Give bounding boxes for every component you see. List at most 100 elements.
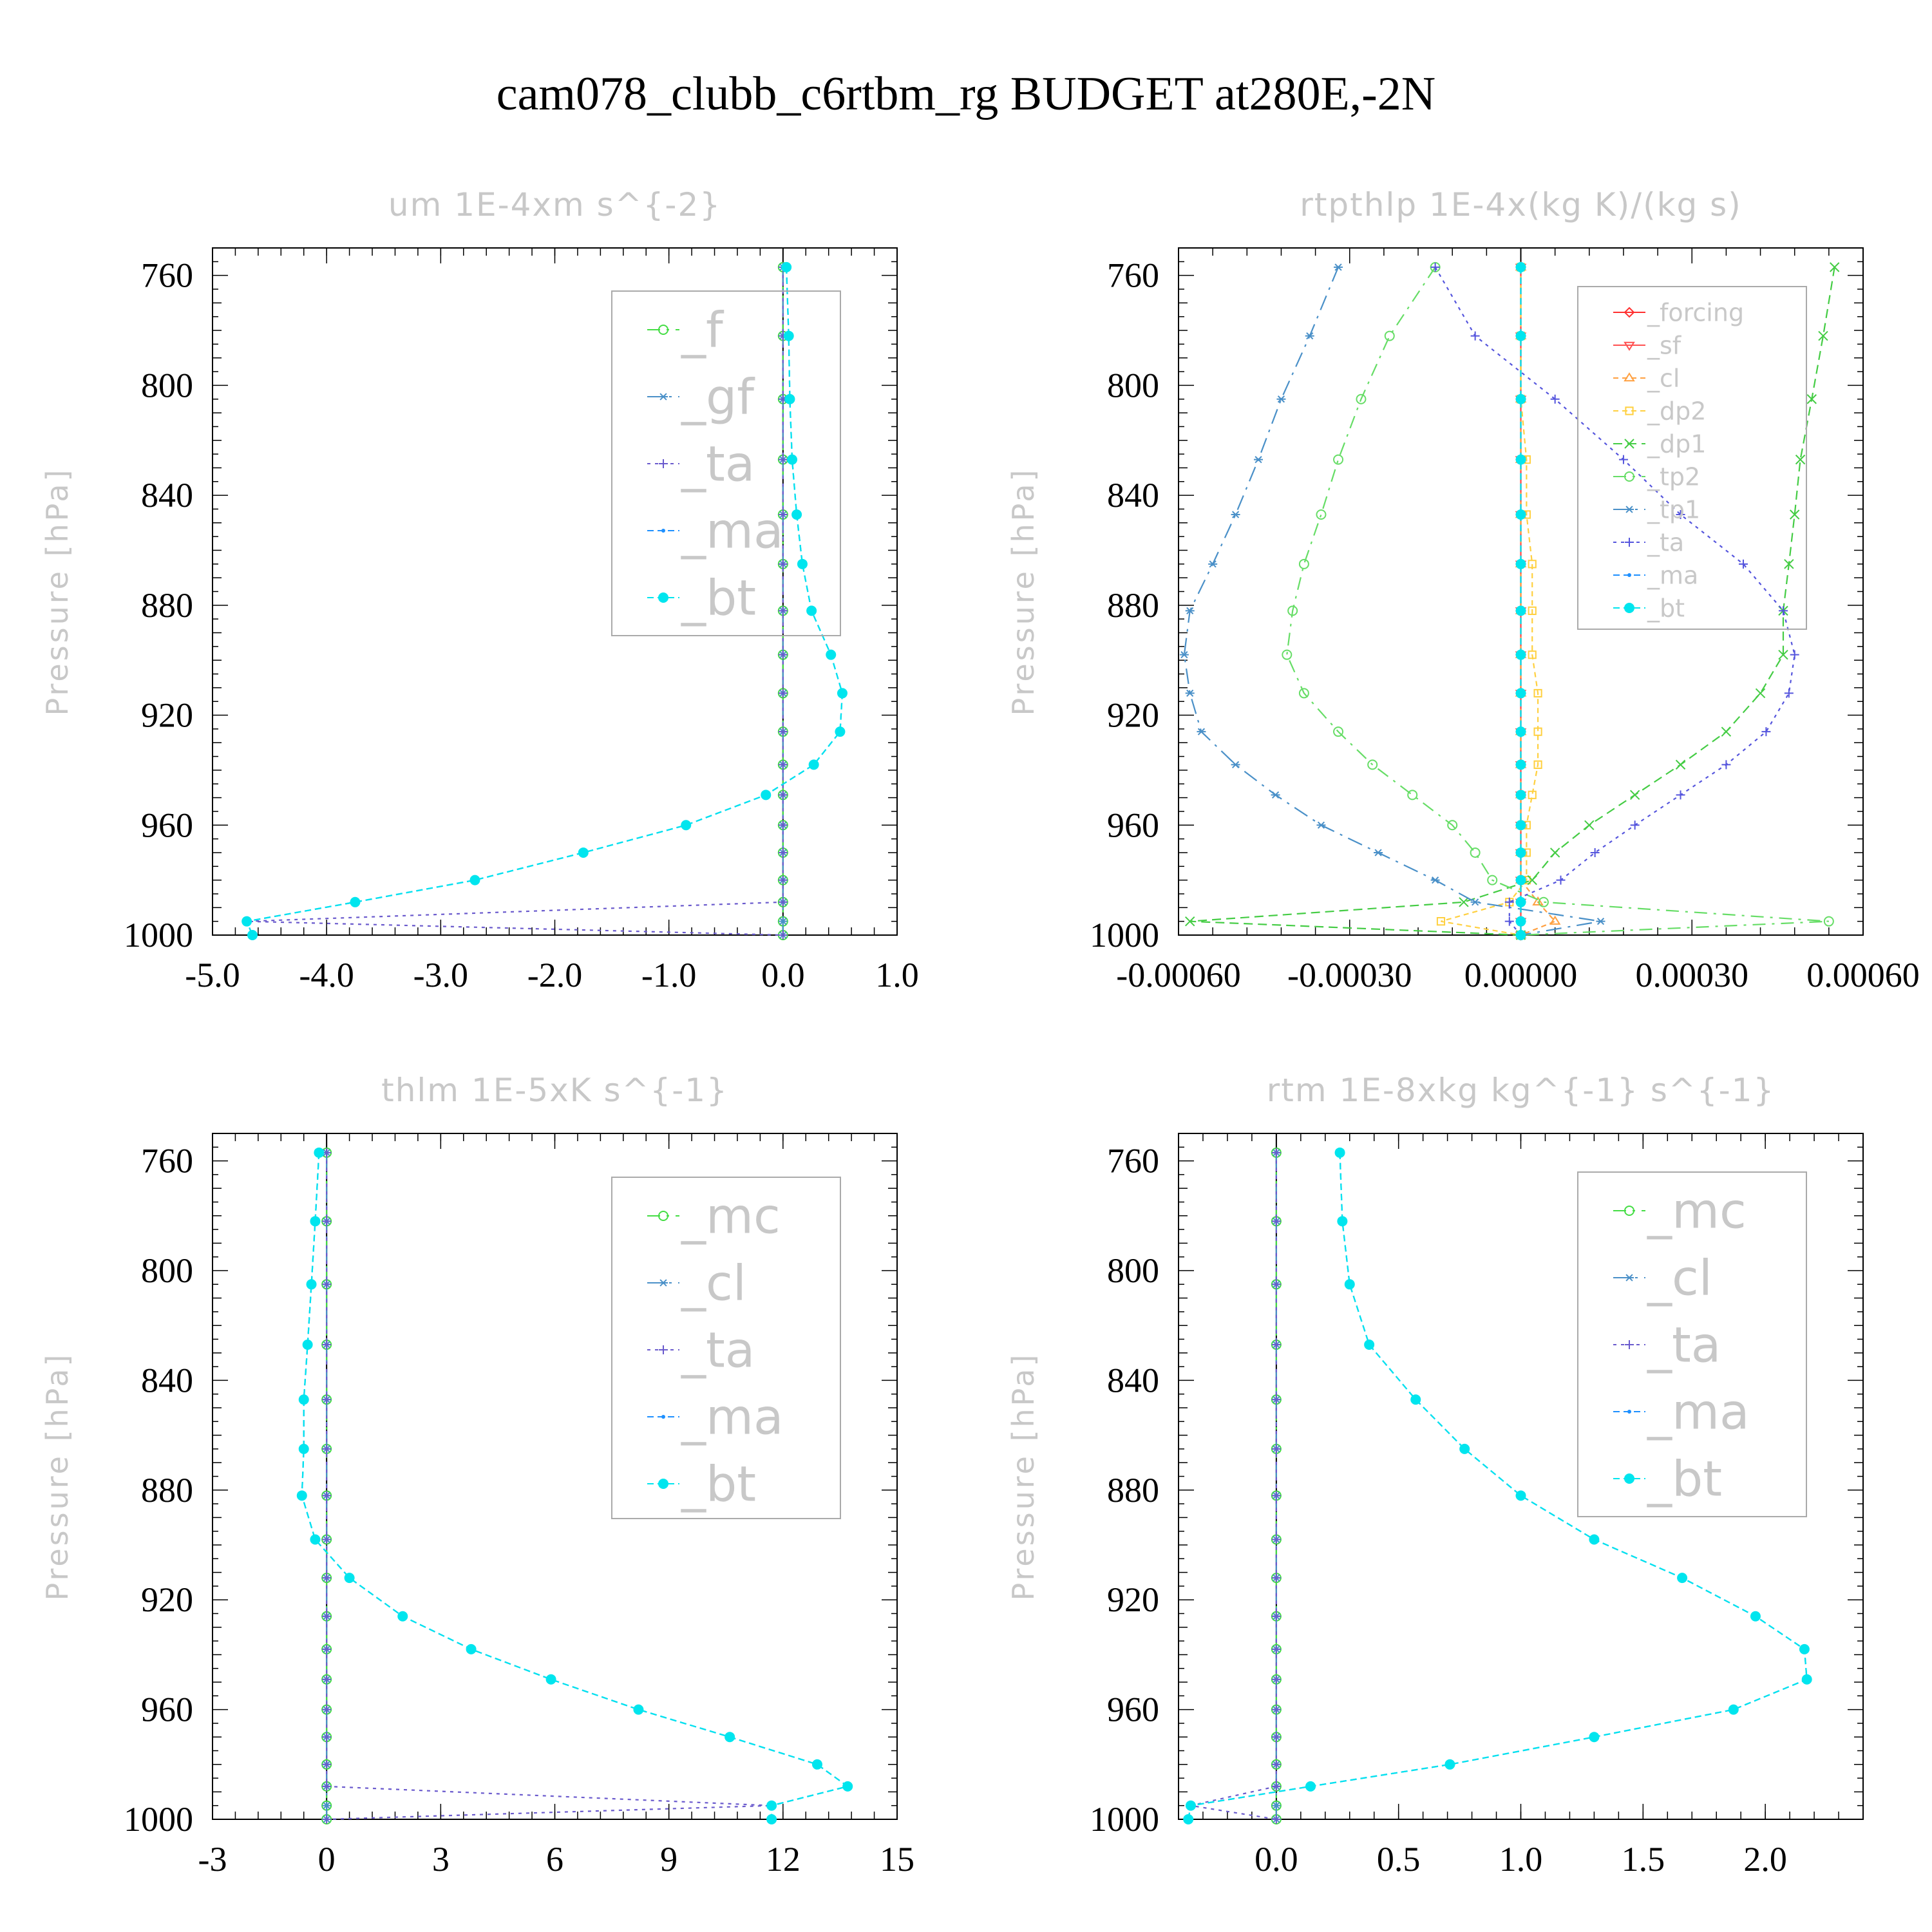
data-point (1271, 1611, 1281, 1621)
data-point (842, 1781, 853, 1792)
legend-label: _gf (681, 368, 755, 426)
data-point (1344, 1279, 1355, 1290)
panel-4: rtm 1E-8xkg kg^{-1} s^{-1} Pressure [hPa]… (1006, 1072, 1864, 1879)
y-tick-label: 800 (1107, 366, 1159, 404)
data-point (1549, 915, 1561, 925)
legend-item: _ta (647, 1321, 755, 1379)
data-point (1271, 1644, 1281, 1654)
legend-marker (1625, 1274, 1634, 1282)
data-point (1676, 790, 1685, 800)
data-point (778, 559, 788, 569)
y-tick-label: 800 (1107, 1251, 1159, 1290)
legend-item: _gf (647, 368, 755, 426)
legend-marker (1624, 307, 1635, 318)
data-point (322, 1732, 332, 1742)
legend-item: _ta (1613, 1316, 1721, 1374)
legend-marker (659, 393, 668, 401)
data-point (1459, 1443, 1470, 1454)
data-point (1532, 896, 1544, 905)
data-point (1515, 605, 1526, 616)
figure-title: cam078_clubb_c6rtbm_rg BUDGET at280E,-2N (497, 68, 1436, 120)
legend-item: _ma (1613, 1383, 1750, 1441)
data-point (778, 455, 788, 464)
data-point (296, 1490, 307, 1501)
data-point (1271, 1340, 1281, 1350)
data-point (1784, 559, 1794, 569)
y-tick-label: 760 (1107, 1142, 1159, 1180)
data-point (545, 1674, 556, 1685)
legend-item: _forcing (1613, 298, 1744, 327)
data-point (1337, 1216, 1348, 1227)
y-tick-label: 1000 (1090, 1800, 1159, 1839)
legend-marker (1625, 538, 1634, 547)
data-point (322, 1573, 332, 1583)
panel-title: um 1E-4xm s^{-2} (388, 186, 721, 223)
legend: _f _gf _ta _ma _bt (611, 290, 841, 636)
data-point (1179, 651, 1189, 659)
legend-label: _ta (681, 1321, 755, 1379)
data-point (242, 916, 252, 927)
data-point (1447, 820, 1458, 831)
series-bt (1183, 1147, 1812, 1824)
data-point (1799, 1643, 1810, 1654)
data-point (787, 454, 798, 465)
data-point (1231, 761, 1240, 768)
x-tick-label: 9 (660, 1840, 677, 1879)
legend-label: _ma (1647, 561, 1698, 589)
data-point (1367, 759, 1378, 770)
data-point (766, 1814, 777, 1824)
data-point (778, 875, 788, 885)
x-tick-label: 0.0 (1255, 1840, 1298, 1879)
data-point (783, 330, 794, 341)
data-point (1185, 689, 1195, 697)
legend-item: _cl (647, 1255, 746, 1312)
x-tick-label: 3 (432, 1840, 450, 1879)
data-point (1515, 759, 1526, 770)
data-point (1823, 916, 1834, 927)
data-point (1818, 330, 1828, 341)
data-point (1801, 1674, 1812, 1685)
data-point (1305, 1781, 1316, 1792)
legend-item: _dp1 (1613, 430, 1706, 458)
data-point (322, 1759, 332, 1769)
series-line (1188, 1152, 1808, 1820)
data-point (469, 875, 480, 886)
panels-container: um 1E-4xm s^{-2} Pressure [hPa] 760 800 840 8… (40, 186, 1920, 1879)
series-line (1183, 267, 1601, 936)
legend-item: _dp2 (1613, 397, 1706, 425)
panel-title: rtm 1E-8xkg kg^{-1} s^{-1} (1267, 1072, 1776, 1109)
data-point (1208, 560, 1218, 568)
legend-item: _cl (1613, 364, 1680, 392)
y-tick-label: 880 (1107, 586, 1159, 625)
data-point (1515, 930, 1526, 940)
y-tick-label: 880 (141, 1471, 193, 1510)
data-point (1629, 790, 1640, 800)
data-point (1487, 875, 1498, 886)
data-point (1504, 897, 1514, 907)
panel-title: thlm 1E-5xK s^{-1} (381, 1072, 728, 1109)
legend-item: _ta (1613, 528, 1684, 556)
legend-label: _mc (681, 1188, 781, 1245)
x-tick-label: -3.0 (413, 956, 468, 994)
data-point (1549, 848, 1560, 858)
legend-label: _bt (681, 569, 756, 627)
data-point (322, 1491, 332, 1501)
legend-label: _bt (681, 1455, 756, 1513)
data-point (1436, 917, 1446, 926)
data-point (1334, 263, 1343, 271)
data-point (1287, 605, 1298, 616)
data-point (1806, 394, 1817, 404)
data-point (1789, 509, 1800, 520)
legend-marker (661, 1415, 665, 1419)
series-bt (242, 261, 848, 940)
legend: _mc _cl _ta _ma _bt (611, 1177, 841, 1519)
data-point (1515, 1490, 1526, 1501)
data-point (1761, 727, 1771, 737)
data-point (1504, 916, 1514, 926)
legend-box (1577, 1171, 1807, 1517)
data-point (1254, 456, 1264, 464)
y-tick-label: 1000 (124, 916, 193, 954)
data-point (1721, 726, 1732, 737)
data-point (1298, 558, 1309, 569)
data-point (1271, 1802, 1281, 1810)
